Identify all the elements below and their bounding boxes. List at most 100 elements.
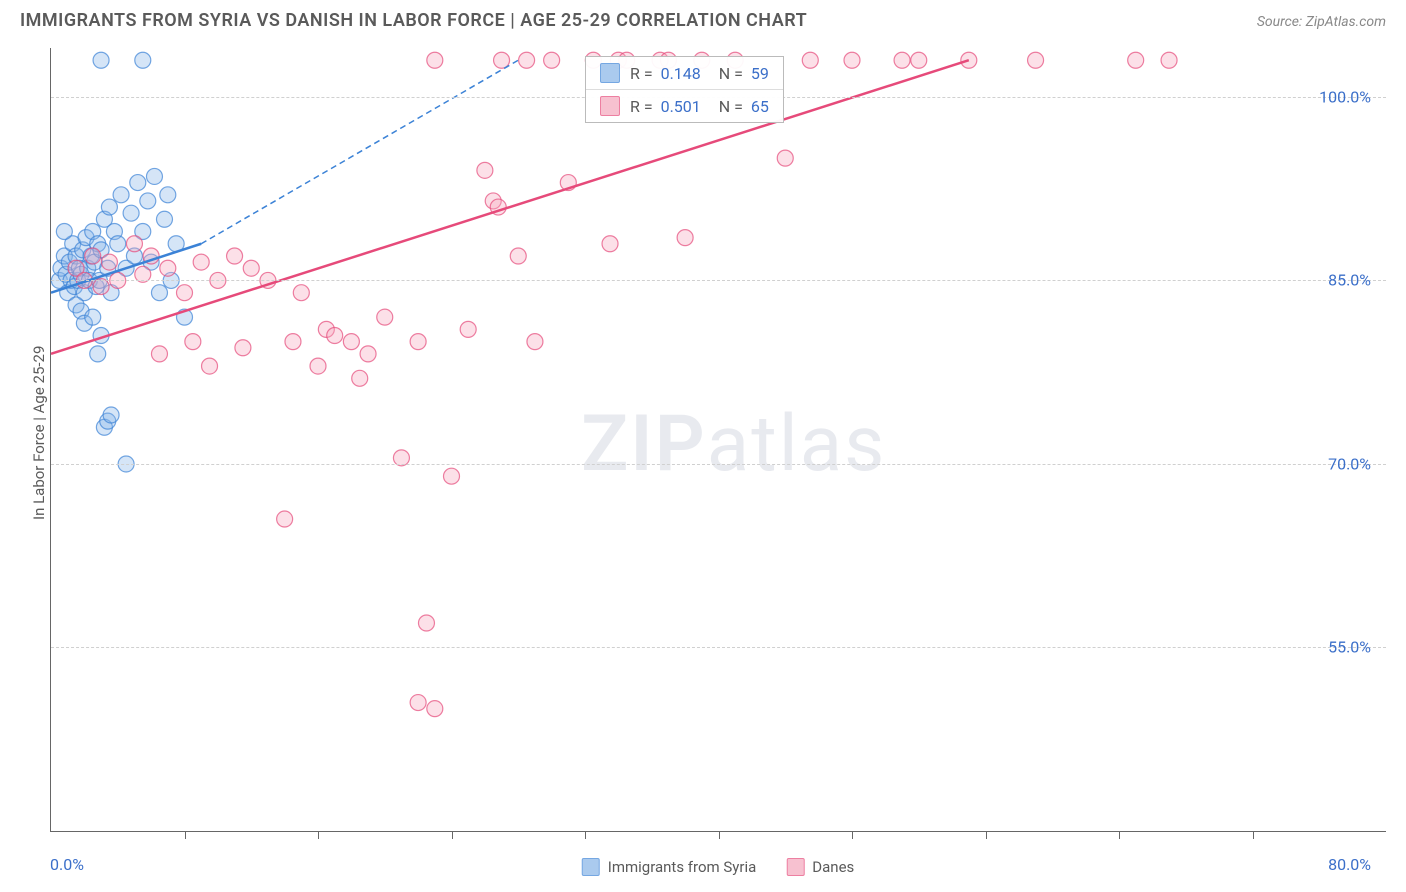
data-point bbox=[602, 236, 618, 252]
chart-title: IMMIGRANTS FROM SYRIA VS DANISH IN LABOR… bbox=[20, 10, 807, 31]
x-tick-mark bbox=[1253, 831, 1254, 839]
data-point bbox=[1161, 52, 1177, 68]
data-point bbox=[126, 236, 142, 252]
source-attribution: Source: ZipAtlas.com bbox=[1257, 14, 1386, 30]
data-point bbox=[160, 187, 176, 203]
x-tick-mark bbox=[986, 831, 987, 839]
data-point bbox=[85, 248, 101, 264]
y-axis-label: In Labor Force | Age 25-29 bbox=[30, 346, 48, 520]
data-point bbox=[677, 230, 693, 246]
data-point bbox=[103, 407, 119, 423]
x-tick-mark bbox=[852, 831, 853, 839]
data-point bbox=[146, 168, 162, 184]
data-point bbox=[193, 254, 209, 270]
data-point bbox=[177, 285, 193, 301]
data-point bbox=[410, 695, 426, 711]
data-point bbox=[427, 52, 443, 68]
data-point bbox=[202, 358, 218, 374]
data-point bbox=[510, 248, 526, 264]
y-tick-label: 55.0% bbox=[1328, 638, 1371, 657]
data-point bbox=[123, 205, 139, 221]
legend-item-syria: Immigrants from Syria bbox=[582, 858, 757, 876]
data-point bbox=[418, 615, 434, 631]
scatter-svg bbox=[51, 48, 1386, 831]
data-point bbox=[113, 187, 129, 203]
chart-plot-area: ZIPatlas 100.0%85.0%70.0%55.0%R = 0.148 … bbox=[50, 48, 1386, 832]
data-point bbox=[911, 52, 927, 68]
swatch-icon bbox=[600, 96, 620, 116]
data-point bbox=[352, 370, 368, 386]
gridline bbox=[51, 647, 1386, 648]
y-tick-label: 70.0% bbox=[1328, 454, 1371, 473]
data-point bbox=[544, 52, 560, 68]
data-point bbox=[360, 346, 376, 362]
data-point bbox=[844, 52, 860, 68]
swatch-icon bbox=[582, 858, 600, 876]
data-point bbox=[293, 285, 309, 301]
legend-bottom: Immigrants from Syria Danes bbox=[582, 858, 855, 876]
data-point bbox=[285, 334, 301, 350]
data-point bbox=[130, 175, 146, 191]
data-point bbox=[93, 52, 109, 68]
x-tick-mark bbox=[318, 831, 319, 839]
stats-row: R = 0.501 N = 65 bbox=[586, 90, 783, 122]
data-point bbox=[410, 334, 426, 350]
data-point bbox=[527, 334, 543, 350]
data-point bbox=[327, 328, 343, 344]
data-point bbox=[160, 260, 176, 276]
x-tick-mark bbox=[1119, 831, 1120, 839]
legend-item-danes: Danes bbox=[786, 858, 854, 876]
data-point bbox=[85, 309, 101, 325]
data-point bbox=[227, 248, 243, 264]
data-point bbox=[343, 334, 359, 350]
data-point bbox=[151, 285, 167, 301]
data-point bbox=[802, 52, 818, 68]
data-point bbox=[377, 309, 393, 325]
data-point bbox=[477, 162, 493, 178]
data-point bbox=[156, 211, 172, 227]
fit-line-extrap bbox=[201, 60, 518, 244]
stats-box: R = 0.148 N = 59R = 0.501 N = 65 bbox=[585, 56, 784, 123]
data-point bbox=[185, 334, 201, 350]
data-point bbox=[140, 193, 156, 209]
data-point bbox=[110, 236, 126, 252]
data-point bbox=[151, 346, 167, 362]
data-point bbox=[894, 52, 910, 68]
stats-row: R = 0.148 N = 59 bbox=[586, 57, 783, 90]
x-max-label: 80.0% bbox=[1328, 855, 1371, 874]
gridline bbox=[51, 464, 1386, 465]
data-point bbox=[444, 468, 460, 484]
y-tick-label: 100.0% bbox=[1319, 87, 1371, 106]
x-tick-mark bbox=[185, 831, 186, 839]
chart-header: IMMIGRANTS FROM SYRIA VS DANISH IN LABOR… bbox=[0, 0, 1406, 36]
stat-r-label: R = 0.501 bbox=[630, 97, 701, 116]
data-point bbox=[101, 199, 117, 215]
stat-n-label: N = 59 bbox=[711, 64, 769, 83]
data-point bbox=[101, 254, 117, 270]
stat-n-label: N = 65 bbox=[711, 97, 769, 116]
x-tick-mark bbox=[585, 831, 586, 839]
legend-label-syria: Immigrants from Syria bbox=[608, 858, 757, 876]
x-tick-mark bbox=[452, 831, 453, 839]
data-point bbox=[1128, 52, 1144, 68]
y-tick-label: 85.0% bbox=[1328, 271, 1371, 290]
data-point bbox=[90, 346, 106, 362]
x-axis-labels: 0.0% 80.0% Immigrants from Syria Danes bbox=[50, 842, 1386, 882]
legend-label-danes: Danes bbox=[812, 858, 854, 876]
data-point bbox=[460, 321, 476, 337]
data-point bbox=[310, 358, 326, 374]
swatch-icon bbox=[786, 858, 804, 876]
gridline bbox=[51, 280, 1386, 281]
x-min-label: 0.0% bbox=[50, 855, 84, 874]
data-point bbox=[427, 701, 443, 717]
data-point bbox=[777, 150, 793, 166]
data-point bbox=[277, 511, 293, 527]
data-point bbox=[135, 52, 151, 68]
data-point bbox=[56, 224, 72, 240]
data-point bbox=[519, 52, 535, 68]
fit-line bbox=[51, 60, 969, 354]
data-point bbox=[243, 260, 259, 276]
data-point bbox=[1028, 52, 1044, 68]
swatch-icon bbox=[600, 63, 620, 83]
stat-r-label: R = 0.148 bbox=[630, 64, 701, 83]
